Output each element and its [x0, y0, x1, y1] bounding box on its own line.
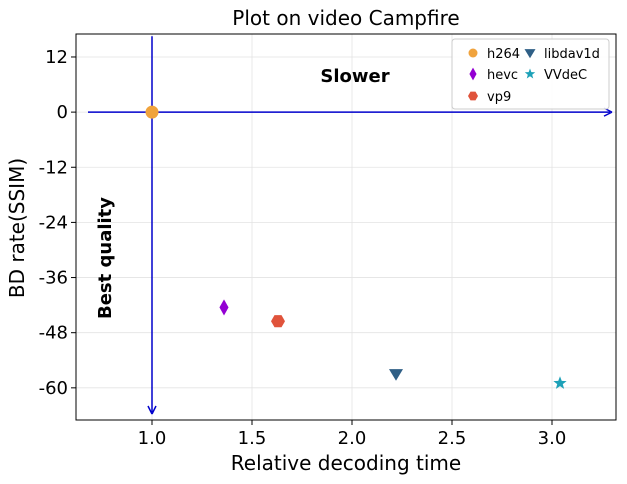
- y-tick-label: 0: [57, 102, 68, 123]
- legend-label-h264: h264: [487, 47, 520, 62]
- legend: h264 hevc vp9 libdav1d VVdeC: [451, 38, 610, 110]
- legend-marker-hevc: [469, 67, 477, 81]
- axis-ticks: 1.0 1.5 2.0 2.5 3.0 12 0 -12 -24 -36 -48 -60: [39, 47, 567, 449]
- point-hevc: [219, 299, 229, 316]
- y-tick-label: -48: [39, 323, 68, 344]
- x-tick-label: 1.5: [238, 428, 267, 449]
- chart-title: Plot on video Campfire: [232, 6, 459, 30]
- annotation-best-quality: Best quality: [95, 197, 116, 319]
- y-tick-label: -24: [39, 212, 68, 233]
- legend-marker-vvdec: [524, 68, 536, 79]
- y-tick-label: 12: [45, 47, 68, 68]
- best-quality-arrow-head: [147, 405, 157, 415]
- point-vvdec: [553, 376, 567, 389]
- legend-label-libdav1d: libdav1d: [544, 47, 600, 62]
- legend-marker-h264: [468, 48, 478, 58]
- point-libdav1d: [389, 369, 403, 381]
- y-tick-label: -12: [39, 157, 68, 178]
- y-tick-label: -60: [39, 378, 68, 399]
- plot-frame: [75, 33, 617, 421]
- legend-label-vvdec: VVdeC: [544, 68, 587, 83]
- x-tick-label: 2.5: [438, 428, 467, 449]
- legend-marker-libdav1d: [524, 49, 536, 59]
- annotation-slower: Slower: [320, 66, 389, 87]
- legend-label-hevc: hevc: [487, 68, 518, 83]
- x-tick-label: 2.0: [338, 428, 367, 449]
- point-h264: [145, 105, 159, 119]
- x-axis-title: Relative decoding time: [231, 451, 461, 475]
- legend-label-vp9: vp9: [487, 90, 511, 105]
- legend-marker-vp9: [468, 91, 478, 101]
- y-tick-label: -36: [39, 268, 68, 289]
- x-tick-label: 3.0: [538, 428, 567, 449]
- x-tick-label: 1.0: [138, 428, 167, 449]
- y-axis-title: BD rate(SSIM): [5, 158, 29, 298]
- point-vp9: [271, 315, 285, 328]
- data-points: [145, 105, 567, 389]
